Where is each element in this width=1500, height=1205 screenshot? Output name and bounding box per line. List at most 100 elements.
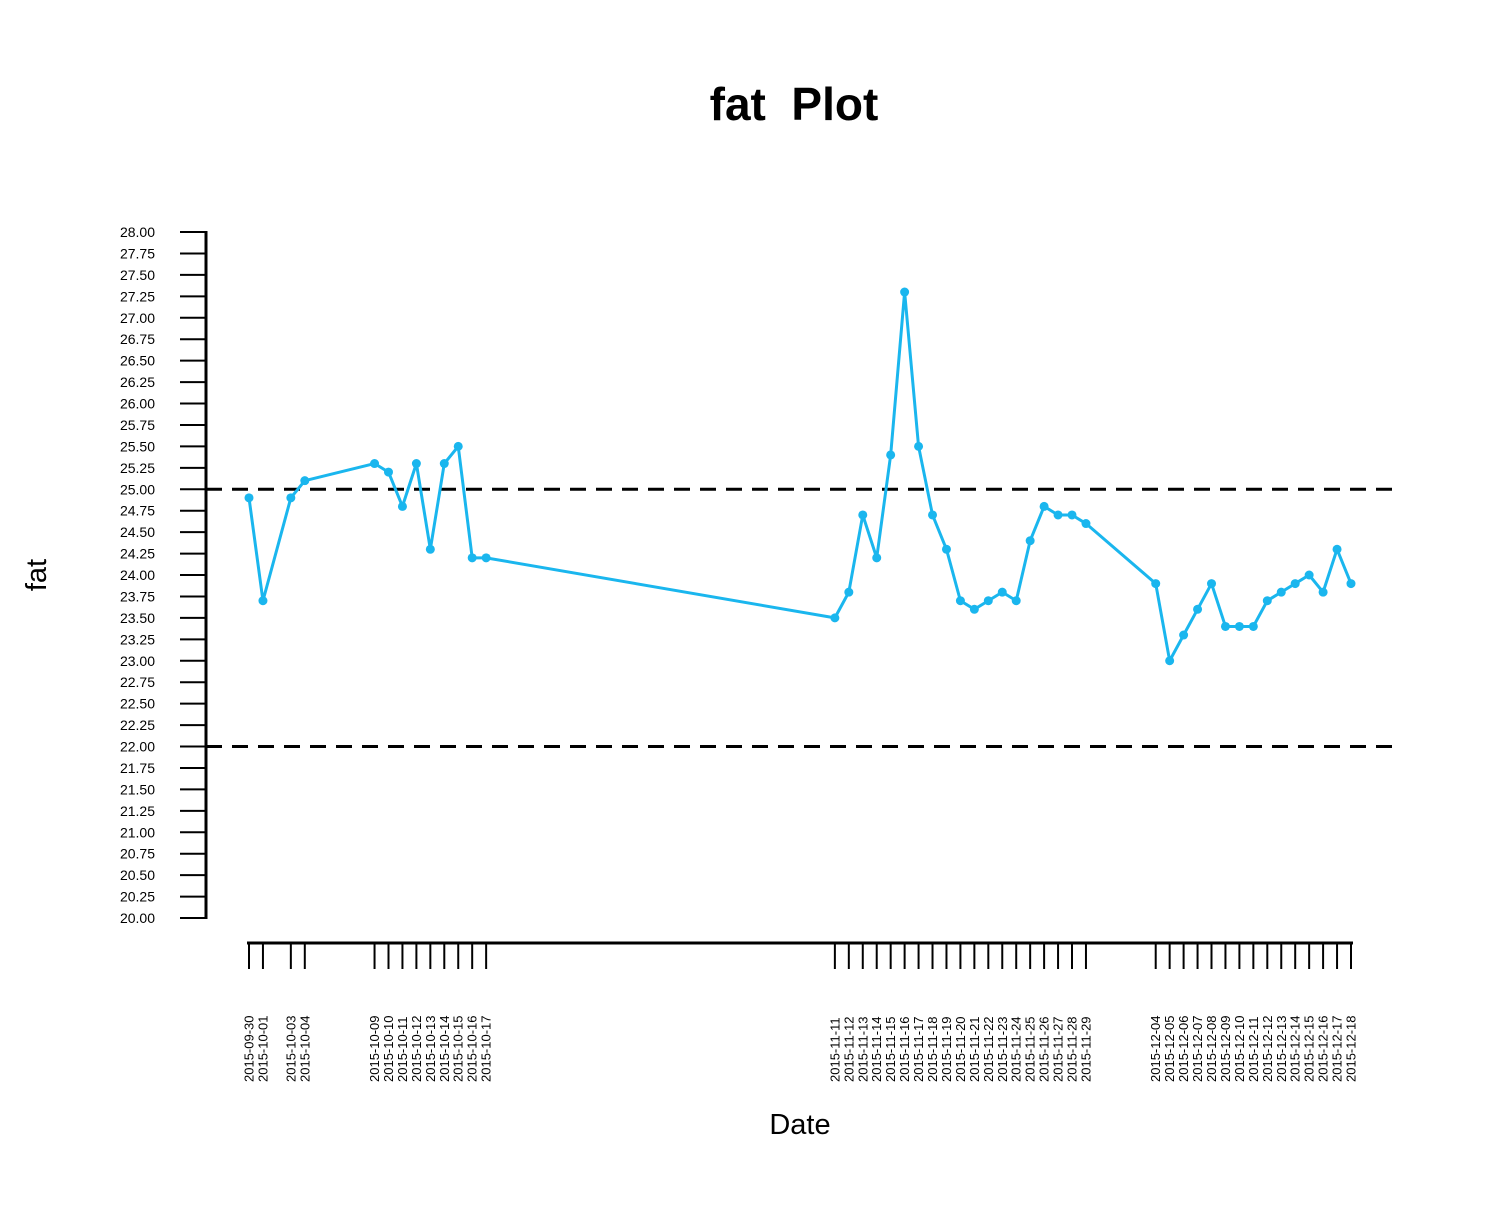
x-tick-label: 2015-10-11 [395, 1016, 410, 1082]
x-tick-label: 2015-12-07 [1190, 1016, 1205, 1083]
x-tick-label: 2015-10-17 [479, 1016, 494, 1083]
data-point [1053, 510, 1063, 520]
data-point [872, 553, 882, 563]
chart-title: fat Plot [710, 78, 879, 130]
data-point [370, 459, 380, 469]
data-point [300, 476, 310, 486]
data-point [1262, 596, 1272, 606]
y-tick-label: 25.25 [120, 460, 155, 476]
y-tick-label: 26.50 [120, 353, 155, 369]
x-tick-label: 2015-10-13 [423, 1016, 438, 1083]
data-point [941, 544, 951, 554]
data-point [900, 287, 910, 297]
x-tick-label: 2015-12-14 [1288, 1016, 1303, 1083]
y-axis-label: fat [21, 559, 53, 591]
x-tick-label: 2015-11-16 [897, 1016, 912, 1082]
data-point [858, 510, 868, 520]
data-point [1318, 587, 1328, 597]
x-tick-label: 2015-10-04 [297, 1016, 312, 1083]
data-point [983, 596, 993, 606]
y-tick-label: 24.50 [120, 524, 155, 540]
data-point [1207, 579, 1217, 589]
x-tick-label: 2015-11-12 [841, 1016, 856, 1082]
y-tick-label: 21.50 [120, 781, 155, 797]
y-tick-label: 24.00 [120, 567, 155, 583]
series-layer [244, 287, 1356, 666]
data-point [1248, 621, 1258, 631]
x-tick-label: 2015-12-16 [1316, 1016, 1331, 1083]
y-tick-label: 22.00 [120, 739, 155, 755]
y-tick-label: 20.50 [120, 867, 155, 883]
x-tick-label: 2015-11-27 [1051, 1016, 1066, 1082]
y-tick-label: 25.50 [120, 438, 155, 454]
y-tick-label: 21.75 [120, 760, 155, 776]
y-tick-label: 27.50 [120, 267, 155, 283]
y-tick-label: 26.25 [120, 374, 155, 390]
y-tick-label: 20.00 [120, 910, 155, 926]
x-tick-label: 2015-12-17 [1330, 1016, 1345, 1083]
reference-lines [206, 487, 1395, 748]
x-tick-label: 2015-10-10 [381, 1016, 396, 1083]
data-point [1179, 630, 1189, 640]
data-point [1039, 501, 1049, 511]
data-point [886, 450, 896, 460]
data-point [1081, 519, 1091, 529]
data-point [383, 467, 393, 477]
x-tick-label: 2015-12-11 [1246, 1016, 1261, 1082]
data-point [914, 441, 924, 451]
data-point [453, 441, 463, 451]
y-tick-label: 25.75 [120, 417, 155, 433]
data-point [830, 613, 840, 623]
y-tick-label: 27.00 [120, 310, 155, 326]
x-tick-label: 2015-12-05 [1162, 1016, 1177, 1083]
data-point [1332, 544, 1342, 554]
x-tick-label: 2015-11-24 [1009, 1016, 1024, 1082]
data-point [1025, 536, 1035, 546]
data-point [969, 604, 979, 614]
x-tick-label: 2015-11-19 [939, 1016, 954, 1082]
x-tick-label: 2015-10-03 [283, 1016, 298, 1083]
data-point [1290, 579, 1300, 589]
x-tick-label: 2015-11-15 [883, 1016, 898, 1082]
y-tick-label: 28.00 [120, 224, 155, 240]
data-point [1151, 579, 1161, 589]
data-point [481, 553, 491, 563]
x-tick-label: 2015-11-28 [1065, 1016, 1080, 1082]
y-tick-label: 23.75 [120, 588, 155, 604]
x-tick-label: 2015-12-10 [1232, 1016, 1247, 1083]
x-tick-label: 2015-12-13 [1274, 1016, 1289, 1083]
data-point [1304, 570, 1314, 580]
data-point [997, 587, 1007, 597]
y-tick-label: 26.75 [120, 331, 155, 347]
data-point [955, 596, 965, 606]
x-tick-label: 2015-11-18 [925, 1016, 940, 1082]
x-tick-label: 2015-11-11 [827, 1017, 842, 1082]
y-tick-label: 23.25 [120, 631, 155, 647]
y-tick-label: 22.25 [120, 717, 155, 733]
x-axis-label: Date [769, 1109, 830, 1141]
data-point [1067, 510, 1077, 520]
data-point [844, 587, 854, 597]
data-point [425, 544, 435, 554]
x-tick-label: 2015-10-09 [367, 1016, 382, 1083]
data-point [1011, 596, 1021, 606]
x-tick-label: 2015-10-12 [409, 1016, 424, 1083]
x-tick-label: 2015-12-04 [1148, 1016, 1163, 1083]
data-point [1234, 621, 1244, 631]
x-tick-label: 2015-12-12 [1260, 1016, 1275, 1083]
y-tick-label: 22.75 [120, 674, 155, 690]
data-point [1220, 621, 1230, 631]
data-point [467, 553, 477, 563]
data-point [439, 459, 449, 469]
series-line [247, 290, 1353, 663]
y-tick-label: 23.00 [120, 653, 155, 669]
x-tick-label: 2015-12-06 [1176, 1016, 1191, 1083]
x-tick-label: 2015-11-22 [981, 1016, 996, 1082]
x-tick-label: 2015-11-17 [911, 1016, 926, 1082]
x-tick-label: 2015-11-25 [1023, 1016, 1038, 1082]
x-tick-label: 2015-11-29 [1078, 1016, 1093, 1082]
y-tick-label: 20.75 [120, 846, 155, 862]
x-tick-label: 2015-09-30 [242, 1016, 257, 1083]
